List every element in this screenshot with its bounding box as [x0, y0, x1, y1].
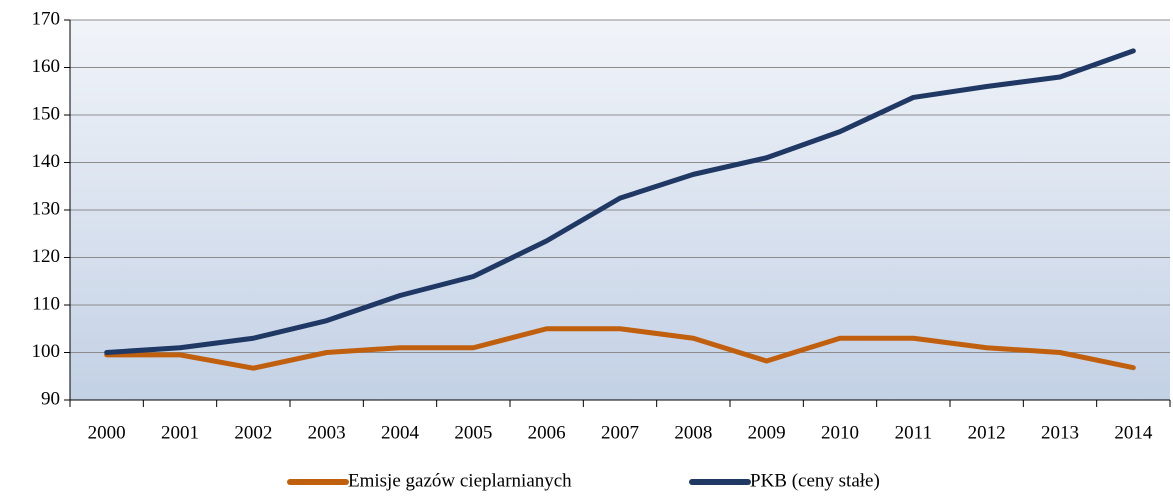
y-tick-label: 90 [41, 388, 60, 409]
x-tick-label: 2010 [821, 422, 859, 443]
legend-label: Emisje gazów cieplarnianych [348, 470, 572, 491]
y-tick-label: 170 [32, 8, 61, 29]
y-tick-label: 110 [32, 293, 60, 314]
x-tick-label: 2004 [381, 422, 420, 443]
x-tick-label: 2014 [1114, 422, 1153, 443]
x-tick-label: 2011 [895, 422, 932, 443]
y-tick-label: 120 [32, 246, 61, 267]
x-tick-label: 2007 [601, 422, 639, 443]
x-tick-label: 2012 [968, 422, 1006, 443]
x-tick-label: 2005 [454, 422, 492, 443]
x-tick-label: 2009 [748, 422, 786, 443]
series-line [104, 326, 1136, 371]
y-tick-label: 130 [32, 198, 61, 219]
y-tick-label: 150 [32, 103, 61, 124]
y-tick-label: 140 [32, 151, 61, 172]
y-tick-label: 160 [32, 56, 61, 77]
x-tick-label: 2003 [308, 422, 346, 443]
x-tick-label: 2001 [161, 422, 199, 443]
x-tick-label: 2002 [234, 422, 272, 443]
y-tick-label: 100 [32, 341, 61, 362]
x-tick-label: 2008 [674, 422, 712, 443]
series-line [104, 48, 1136, 355]
x-tick-label: 2000 [88, 422, 126, 443]
x-tick-label: 2013 [1041, 422, 1079, 443]
legend-label: PKB (ceny stałe) [750, 470, 880, 491]
x-tick-label: 2006 [528, 422, 566, 443]
